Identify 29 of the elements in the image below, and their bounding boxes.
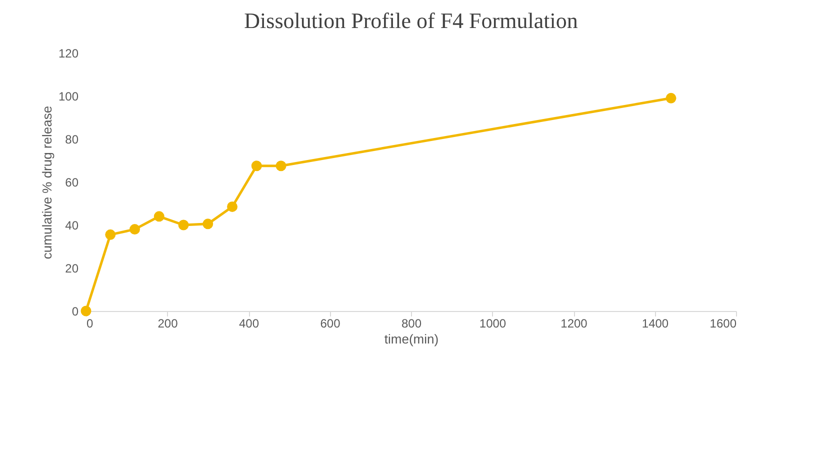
point: [80, 306, 92, 316]
y-tick-label: 100: [58, 90, 79, 104]
point: [227, 201, 238, 212]
chart-title: Dissolution Profile of F4 Formulation: [244, 8, 578, 33]
point: [130, 224, 140, 235]
x-tick-label: 400: [238, 316, 260, 330]
x-tick-label: 1000: [479, 316, 506, 330]
x-tick-label: 1200: [560, 316, 588, 330]
y-tick-label: 80: [65, 132, 79, 146]
point: [276, 160, 286, 172]
y-tick-label: 0: [72, 304, 79, 318]
y-axis-title: cumulative % drug release: [39, 106, 54, 260]
x-tick-label: 1600: [710, 316, 737, 330]
point: [154, 211, 164, 222]
point: [251, 160, 262, 172]
x-tick-label: 800: [401, 316, 422, 330]
x-axis-title: time(min): [384, 332, 439, 346]
point: [202, 218, 214, 230]
y-tick-label: 40: [65, 218, 79, 232]
x-tick-label: 0: [86, 316, 94, 330]
x-tick-label: 1400: [642, 316, 669, 330]
point: [666, 92, 676, 104]
y-tick-label: 120: [58, 46, 79, 60]
point: [178, 220, 189, 230]
y-tick-label: 60: [65, 176, 79, 190]
x-tick-label: 600: [320, 316, 341, 330]
x-tick-label: 200: [158, 316, 178, 330]
point: [105, 229, 116, 240]
y-tick-label: 20: [65, 262, 79, 276]
